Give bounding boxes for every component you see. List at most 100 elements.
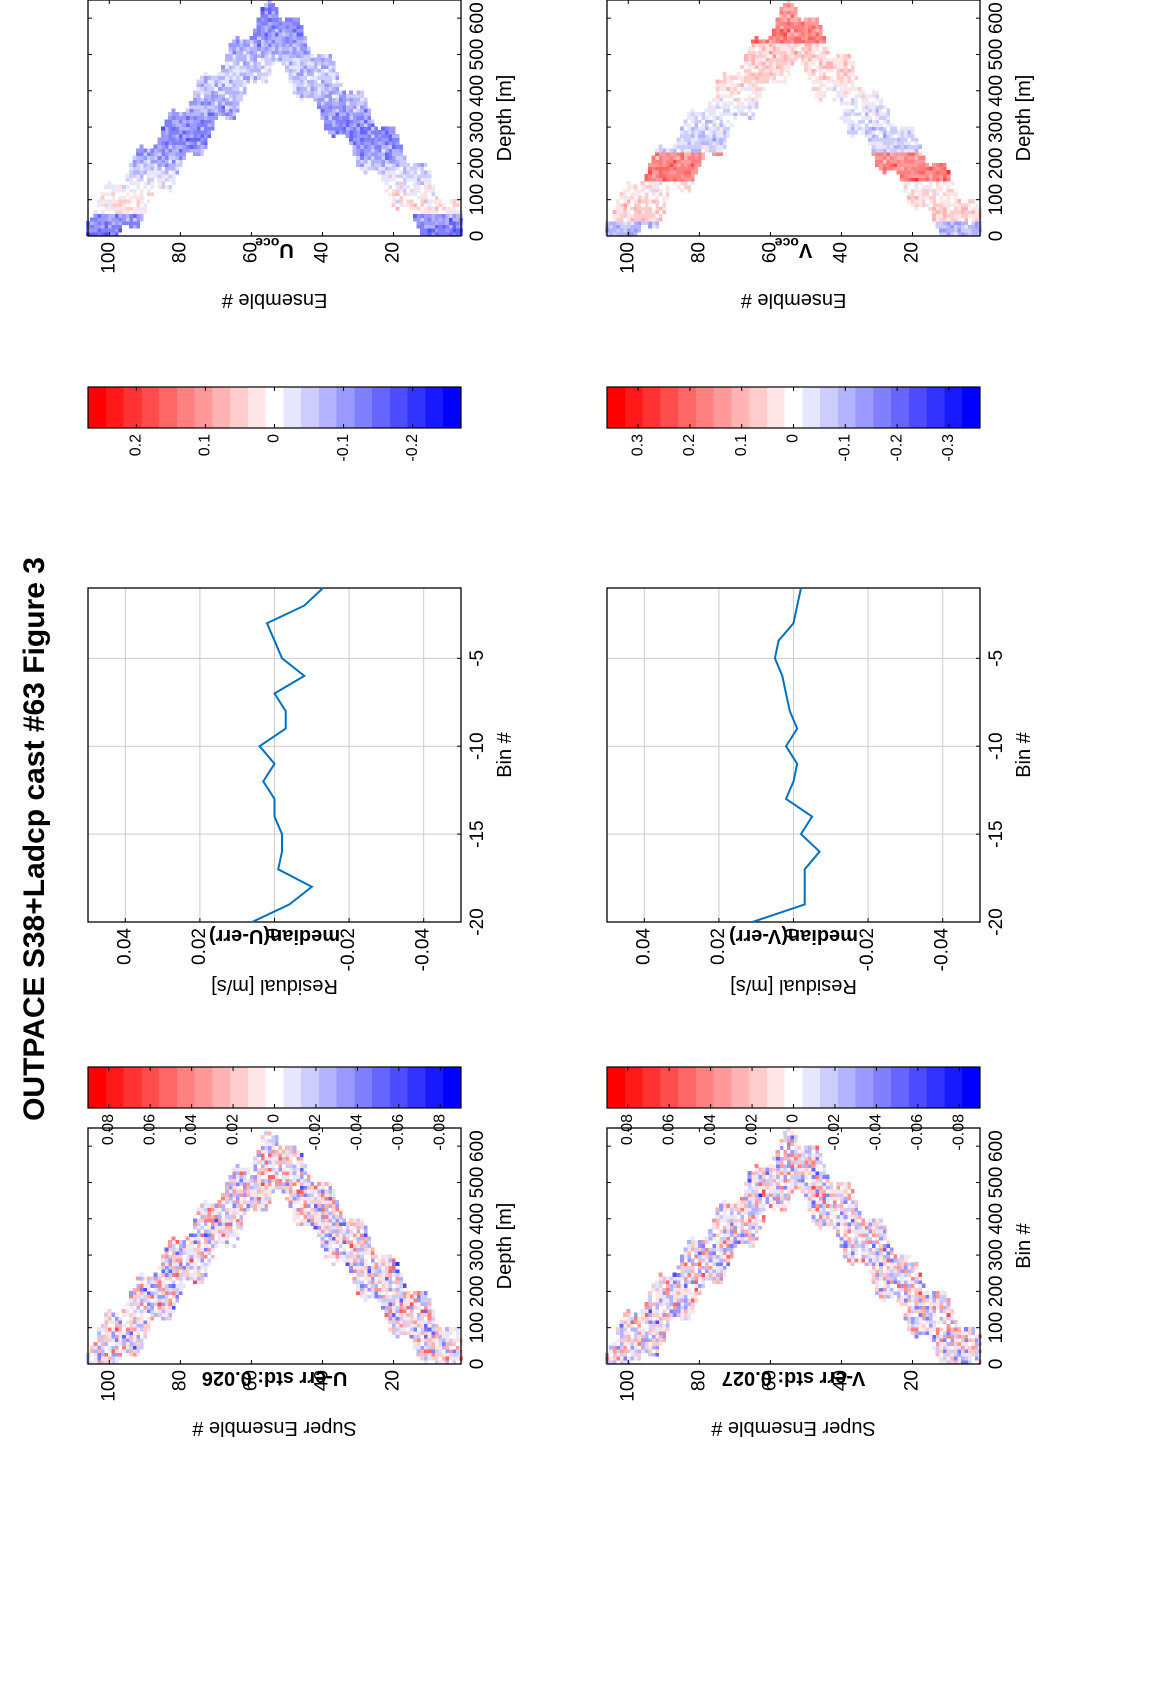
- heatmap-cell: [250, 1182, 254, 1186]
- heatmap-cell: [136, 1349, 140, 1353]
- heatmap-cell: [328, 101, 332, 105]
- heatmap-cell: [726, 1211, 730, 1215]
- heatmap-cell: [271, 1189, 275, 1193]
- heatmap-cell: [264, 47, 268, 51]
- heatmap-cell: [175, 1298, 179, 1302]
- heatmap-cell: [331, 1240, 335, 1244]
- heatmap-cell: [811, 1218, 815, 1222]
- heatmap-cell: [825, 1218, 829, 1222]
- heatmap-cell: [363, 105, 367, 109]
- heatmap-cell: [299, 1215, 303, 1219]
- residual-tick-label: 0.02: [189, 928, 210, 965]
- depth-tick-label: 600: [467, 2, 488, 34]
- heatmap-cell: [211, 94, 215, 98]
- heatmap-cell: [690, 1269, 694, 1273]
- heatmap-cell: [833, 1189, 837, 1193]
- heatmap-cell: [314, 1196, 318, 1200]
- heatmap-cell: [818, 1189, 822, 1193]
- heatmap-cell: [218, 1218, 222, 1222]
- heatmap-cell: [360, 1265, 364, 1269]
- heatmap-cell: [331, 130, 335, 134]
- heatmap-cell: [811, 1175, 815, 1179]
- heatmap-cell: [402, 188, 406, 192]
- heatmap-cell: [445, 1345, 449, 1349]
- heatmap-cell: [328, 1251, 332, 1255]
- heatmap-cell: [456, 1331, 460, 1335]
- heatmap-cell: [417, 1302, 421, 1306]
- heatmap-cell: [143, 159, 147, 163]
- heatmap-cell: [943, 1309, 947, 1313]
- heatmap-cell: [680, 1287, 684, 1291]
- heatmap-cell: [282, 32, 286, 36]
- heatmap-cell: [402, 159, 406, 163]
- heatmap-cell: [875, 1233, 879, 1237]
- heatmap-cell: [189, 1236, 193, 1240]
- heatmap-cell: [374, 1273, 378, 1277]
- heatmap-cell: [914, 1273, 918, 1277]
- heatmap-cell: [904, 1255, 908, 1259]
- heatmap-cell: [299, 1226, 303, 1230]
- heatmap-cell: [374, 1262, 378, 1266]
- heatmap-cell: [228, 1196, 232, 1200]
- heatmap-cell: [374, 1269, 378, 1273]
- heatmap-cell: [850, 1196, 854, 1200]
- heatmap-cell: [783, 1160, 787, 1164]
- heatmap-cell: [815, 1222, 819, 1226]
- heatmap-cell: [203, 108, 207, 112]
- heatmap-cell: [328, 108, 332, 112]
- heatmap-cell: [243, 61, 247, 65]
- heatmap-cell: [374, 1265, 378, 1269]
- heatmap-cell: [193, 1247, 197, 1251]
- heatmap-cell: [225, 79, 229, 83]
- heatmap-cell: [271, 25, 275, 29]
- heatmap-cell: [267, 72, 271, 76]
- heatmap-cell: [875, 1247, 879, 1251]
- heatmap-cell: [235, 1189, 239, 1193]
- heatmap-cell: [310, 1215, 314, 1219]
- heatmap-cell: [427, 188, 431, 192]
- heatmap-cell: [253, 36, 257, 40]
- heatmap-cell: [203, 1251, 207, 1255]
- heatmap-cell: [392, 1284, 396, 1288]
- heatmap-cell: [171, 123, 175, 127]
- heatmap-cell: [299, 1167, 303, 1171]
- heatmap-cell: [392, 188, 396, 192]
- heatmap-cell: [292, 21, 296, 25]
- heatmap-cell: [328, 1207, 332, 1211]
- heatmap-cell: [164, 163, 168, 167]
- heatmap-cell: [193, 1240, 197, 1244]
- heatmap-cell: [690, 1302, 694, 1306]
- heatmap-cell: [783, 1200, 787, 1204]
- heatmap-cell: [367, 1295, 371, 1299]
- heatmap-cell: [118, 1334, 122, 1338]
- heatmap-cell: [235, 83, 239, 87]
- heatmap-cell: [314, 1193, 318, 1197]
- heatmap-cell: [296, 87, 300, 91]
- heatmap-cell: [836, 1189, 840, 1193]
- heatmap-cell: [363, 167, 367, 171]
- heatmap-cell: [271, 1182, 275, 1186]
- heatmap-cell: [833, 1186, 837, 1190]
- heatmap-cell: [168, 159, 172, 163]
- heatmap-cell: [232, 105, 236, 109]
- heatmap-cell: [904, 1313, 908, 1317]
- heatmap-cell: [179, 119, 183, 123]
- heatmap-cell: [680, 1262, 684, 1266]
- heatmap-cell: [264, 1167, 268, 1171]
- heatmap-cell: [850, 1226, 854, 1230]
- heatmap-cell: [260, 18, 264, 22]
- heatmap-cell: [392, 1280, 396, 1284]
- heatmap-cell: [203, 1207, 207, 1211]
- heatmap-cell: [260, 1186, 264, 1190]
- heatmap-cell: [306, 61, 310, 65]
- heatmap-cell: [801, 1171, 805, 1175]
- heatmap-cell: [886, 1269, 890, 1273]
- heatmap-cell: [797, 1178, 801, 1182]
- heatmap-cell: [108, 217, 112, 221]
- heatmap-cell: [260, 65, 264, 69]
- heatmap-cell: [872, 1280, 876, 1284]
- heatmap-cell: [417, 188, 421, 192]
- heatmap-cell: [367, 167, 371, 171]
- heatmap-cell: [431, 210, 435, 214]
- heatmap-cell: [267, 1171, 271, 1175]
